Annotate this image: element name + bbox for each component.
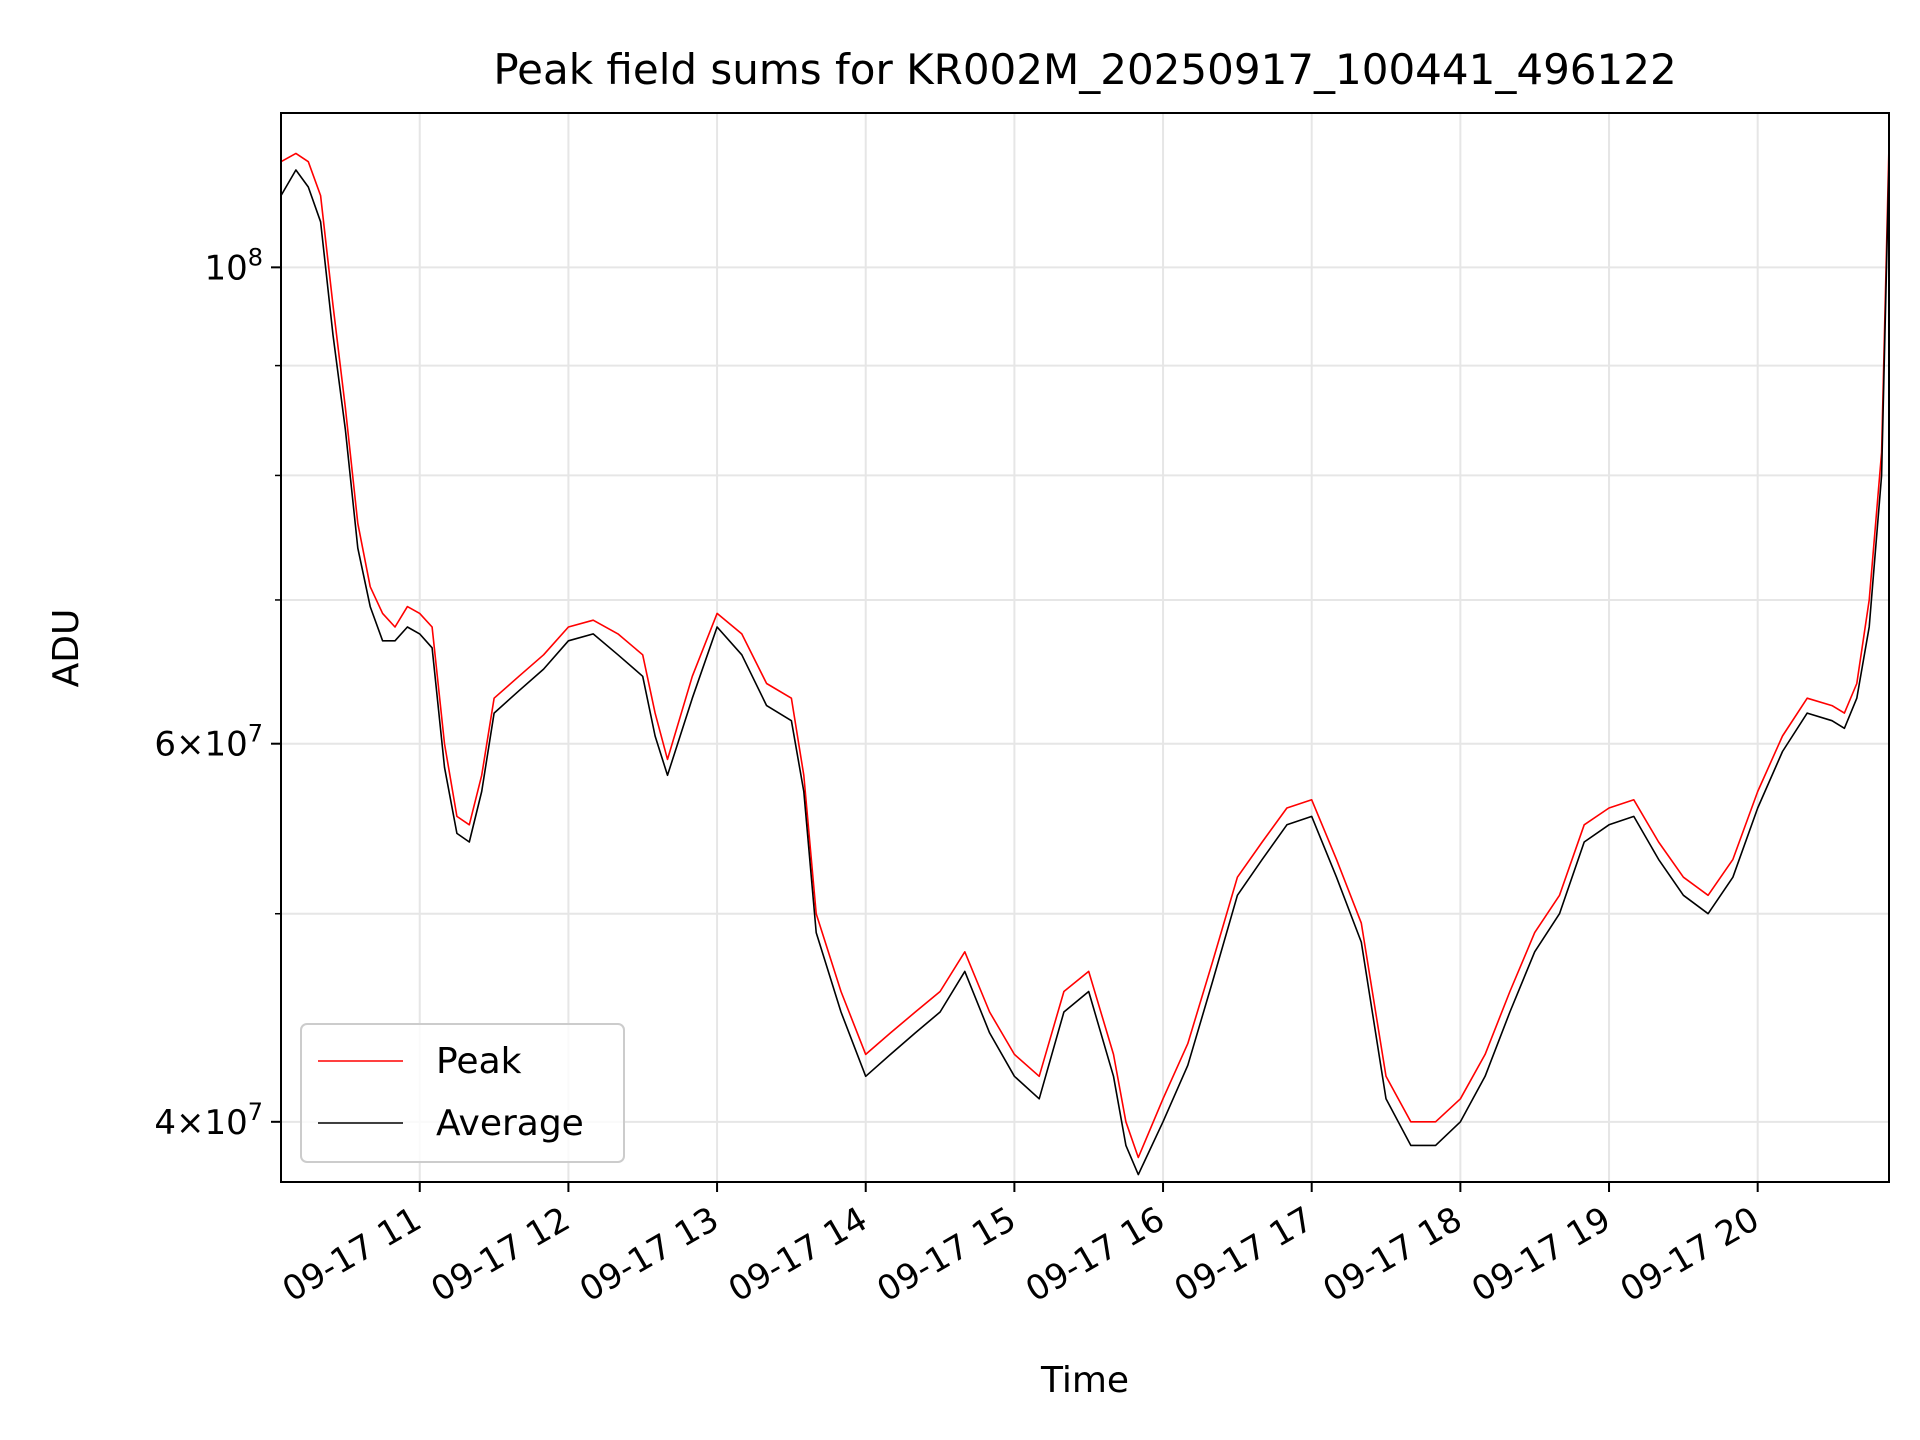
legend-label-average: Average xyxy=(436,1103,584,1144)
y-tick-exponent: 7 xyxy=(248,720,263,748)
y-tick-base: 10 xyxy=(204,725,247,765)
y-tick-times: × xyxy=(176,725,205,765)
legend-label-peak: Peak xyxy=(436,1041,522,1082)
y-tick-mantissa: 4 xyxy=(154,1103,176,1143)
y-tick-times: × xyxy=(176,1103,205,1143)
series-line-average xyxy=(280,161,1890,1176)
legend-box xyxy=(300,1023,625,1163)
y-tick-base: 10 xyxy=(204,1103,247,1143)
y-tick-label: 6×107 xyxy=(154,720,263,765)
chart-title: Peak field sums for KR002M_20250917_1004… xyxy=(493,45,1676,94)
legend: Peak Average xyxy=(300,1023,625,1163)
x-axis-label: Time xyxy=(1040,1360,1129,1401)
y-axis-label: ADU xyxy=(46,609,87,688)
y-tick-label: 108 xyxy=(204,243,263,288)
y-tick-exponent: 8 xyxy=(248,243,263,271)
y-tick-mantissa: 6 xyxy=(154,725,176,765)
y-tick-base: 10 xyxy=(204,248,247,288)
series-lines xyxy=(280,145,1890,1176)
axes-frame xyxy=(280,112,1890,1183)
grid-lines xyxy=(281,113,1889,1182)
series-line-peak xyxy=(280,145,1890,1159)
y-tick-exponent: 7 xyxy=(248,1098,263,1126)
y-tick-label: 4×107 xyxy=(154,1098,263,1143)
